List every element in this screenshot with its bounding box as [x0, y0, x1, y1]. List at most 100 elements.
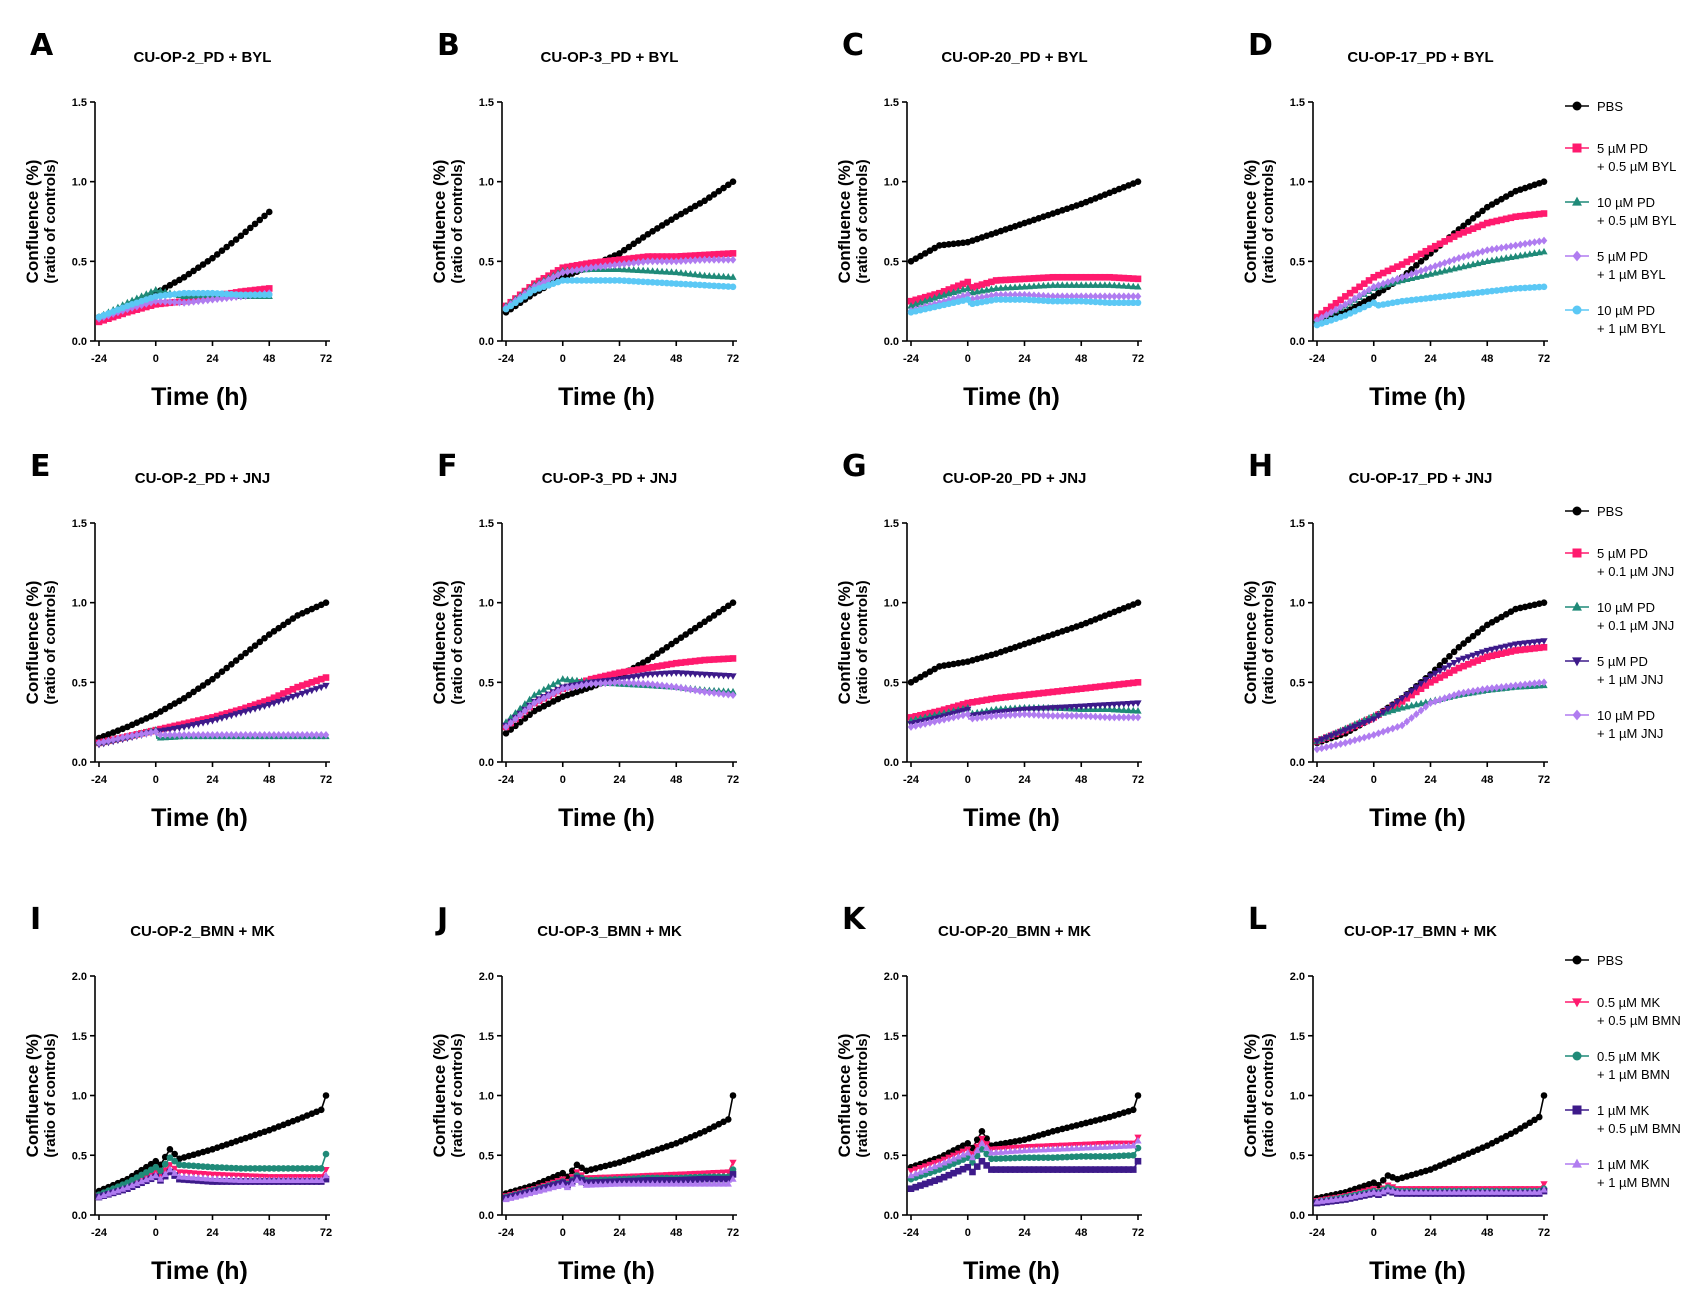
- data-point: [983, 712, 990, 721]
- data-point: [611, 670, 619, 678]
- data-point: [653, 671, 661, 678]
- data-point: [686, 670, 695, 678]
- data-point: [959, 701, 967, 708]
- data-point: [1096, 292, 1104, 301]
- data-point: [710, 1175, 718, 1183]
- data-point: [289, 1165, 297, 1172]
- data-point: [710, 656, 718, 663]
- data-point: [1540, 643, 1548, 651]
- data-point: [1318, 736, 1326, 744]
- data-point: [275, 1176, 283, 1183]
- data-point: [1096, 1153, 1104, 1160]
- data-point: [175, 1172, 184, 1180]
- panel-letter: G: [842, 449, 867, 484]
- data-point: [682, 670, 690, 678]
- data-point: [1521, 680, 1529, 689]
- data-point: [715, 1179, 723, 1187]
- data-point: [185, 723, 193, 730]
- data-point: [997, 711, 1005, 720]
- data-point: [992, 290, 1000, 299]
- data-point: [1517, 681, 1524, 689]
- data-point: [1059, 1166, 1066, 1173]
- data-point: [1450, 255, 1458, 264]
- data-point: [1469, 632, 1477, 640]
- data-point: [185, 1173, 193, 1181]
- data-point: [171, 1165, 179, 1173]
- data-point: [973, 1163, 981, 1170]
- data-point: [1469, 225, 1477, 232]
- series-4: [95, 1165, 330, 1200]
- data-point: [988, 278, 995, 286]
- data-point: [1105, 1142, 1114, 1150]
- panel-title: CU-OP-2_PD + JNJ: [135, 470, 270, 487]
- x-tick-label: 0: [153, 353, 159, 365]
- data-point: [564, 277, 571, 284]
- data-point: [1526, 639, 1534, 647]
- data-point: [1313, 738, 1321, 746]
- data-point: [1129, 299, 1137, 307]
- data-point: [1318, 310, 1326, 317]
- y-tick-label: 0.5: [479, 1150, 494, 1162]
- data-point: [597, 277, 604, 284]
- data-point: [1059, 297, 1066, 305]
- data-point: [1021, 691, 1028, 699]
- legend-label: 1 µM MK: [1597, 1157, 1650, 1172]
- data-point: [983, 1150, 990, 1158]
- data-point: [1460, 688, 1467, 697]
- x-tick-label: 48: [670, 353, 682, 365]
- data-point: [1327, 303, 1335, 311]
- x-tick-label: 72: [320, 353, 332, 365]
- data-point: [710, 191, 718, 198]
- data-point: [313, 677, 320, 685]
- data-point: [247, 702, 254, 710]
- data-point: [672, 1179, 680, 1187]
- data-point: [1129, 1106, 1137, 1114]
- data-point: [247, 287, 254, 294]
- x-tick-label: 48: [1481, 774, 1493, 786]
- data-point: [1346, 737, 1354, 746]
- x-tick-label: 24: [206, 1227, 219, 1239]
- y-tick-label: 0.0: [884, 1210, 899, 1222]
- x-axis-label: Time (h): [558, 1257, 655, 1285]
- data-point: [1375, 281, 1382, 290]
- y-tick-label: 0.0: [1290, 336, 1305, 348]
- data-point: [1446, 653, 1453, 660]
- data-point: [964, 699, 972, 707]
- x-tick-label: 24: [613, 774, 626, 786]
- data-point: [644, 266, 652, 274]
- data-point: [587, 679, 595, 688]
- panel-title: CU-OP-3_PD + JNJ: [542, 470, 677, 487]
- panel-letter: E: [30, 449, 51, 484]
- data-point: [1134, 1136, 1142, 1144]
- y-tick-label: 1.0: [1290, 598, 1305, 610]
- data-point: [1441, 665, 1449, 672]
- data-point: [223, 243, 230, 251]
- data-point: [964, 1163, 972, 1171]
- data-point: [719, 1179, 728, 1187]
- data-point: [912, 296, 920, 304]
- data-point: [241, 708, 250, 716]
- data-point: [1092, 1166, 1099, 1173]
- data-point: [715, 608, 723, 616]
- data-point: [639, 234, 647, 241]
- data-point: [1417, 706, 1425, 715]
- legend-marker: [1572, 548, 1582, 558]
- data-point: [251, 730, 259, 739]
- data-point: [1408, 266, 1415, 273]
- data-point: [687, 281, 694, 288]
- data-point: [1318, 313, 1326, 322]
- data-point: [261, 291, 268, 299]
- series-1: [907, 273, 1142, 305]
- legend-label: 1 µM MK: [1597, 1103, 1650, 1118]
- data-point: [147, 288, 155, 295]
- data-point: [265, 208, 273, 216]
- y-axis-sublabel: (ratio of controls): [854, 159, 871, 283]
- data-point: [1054, 688, 1061, 695]
- data-point: [677, 252, 685, 260]
- data-point: [1394, 274, 1401, 283]
- data-point: [686, 1179, 695, 1187]
- data-point: [1365, 285, 1373, 294]
- data-point: [583, 277, 590, 284]
- data-point: [964, 296, 972, 303]
- data-point: [1389, 276, 1396, 285]
